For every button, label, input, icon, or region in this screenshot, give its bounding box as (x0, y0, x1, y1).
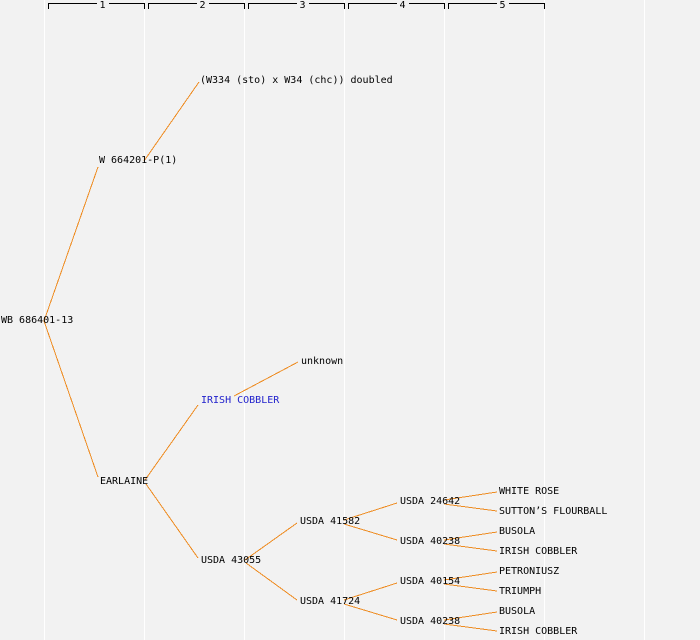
edge-usda-41582-to-usda-24642 (343, 502, 398, 521)
node-label-busola-b[interactable]: BUSOLA (499, 606, 536, 617)
edge-usda-40238-b-to-busola-b (443, 611, 498, 621)
ruler-bracket-2: 2 (148, 0, 245, 12)
column-gridline-2 (144, 0, 145, 640)
ruler-bracket-3: 3 (248, 0, 345, 12)
edge-usda-43055-to-usda-41724 (245, 562, 298, 601)
node-label-usda-41724[interactable]: USDA 41724 (300, 596, 361, 607)
edge-earlaine-to-usda-43055 (145, 483, 199, 559)
edge-usda-40238-a-to-irish-cobbler-2 (443, 543, 498, 552)
edge-usda-41724-to-usda-40238-b (343, 603, 398, 621)
column-gridline-3 (244, 0, 245, 640)
node-label-suttons-flourball[interactable]: SUTTON’S FLOURBALL (499, 506, 608, 517)
ruler-generation-label-4: 4 (396, 0, 409, 12)
node-label-usda-40238-a[interactable]: USDA 40238 (400, 536, 461, 547)
edge-earlaine-to-irish-cobbler (144, 404, 199, 481)
edge-usda-40238-b-to-irish-cobbler-3 (443, 623, 498, 632)
edge-usda-40154-to-triumph (443, 583, 498, 592)
column-gridline-7 (644, 0, 645, 640)
node-label-usda-24642[interactable]: USDA 24642 (400, 496, 461, 507)
edge-usda-24642-to-white-rose (443, 491, 498, 501)
ruler-bracket-1: 1 (48, 0, 145, 12)
node-label-irish-cobbler-2[interactable]: IRISH COBBLER (499, 546, 578, 557)
ruler-generation-label-2: 2 (196, 0, 209, 12)
edge-usda-41582-to-usda-40238-a (343, 523, 398, 541)
ruler-generation-label-5: 5 (496, 0, 509, 12)
node-label-w-664201-p1[interactable]: W 664201-P(1) (99, 155, 178, 166)
edge-wb-686401-13-to-w-664201-p1 (43, 166, 99, 322)
node-label-usda-43055[interactable]: USDA 43055 (201, 555, 262, 566)
ruler-generation-label-3: 3 (296, 0, 309, 12)
ruler-bracket-5: 5 (448, 0, 545, 12)
edge-irish-cobbler-to-unknown (233, 361, 299, 397)
edge-usda-24642-to-suttons-flourball (443, 503, 498, 512)
edge-usda-43055-to-usda-41582 (244, 522, 298, 561)
column-gridline-6 (544, 0, 545, 640)
node-label-busola-a[interactable]: BUSOLA (499, 526, 536, 537)
node-label-unknown[interactable]: unknown (301, 356, 344, 367)
node-label-usda-40238-b[interactable]: USDA 40238 (400, 616, 461, 627)
column-gridline-4 (344, 0, 345, 640)
node-label-usda-40154[interactable]: USDA 40154 (400, 576, 461, 587)
node-label-irish-cobbler-3[interactable]: IRISH COBBLER (499, 626, 578, 637)
node-label-w334-x-w34-doubled[interactable]: (W334 (sto) x W34 (chc)) doubled (200, 75, 393, 86)
node-label-earlaine[interactable]: EARLAINE (100, 476, 149, 487)
node-label-wb-686401-13[interactable]: WB 686401-13 (1, 315, 74, 326)
ruler-generation-label-1: 1 (96, 0, 109, 12)
ruler-bracket-4: 4 (348, 0, 445, 12)
edge-wb-686401-13-to-earlaine (43, 320, 99, 478)
edge-usda-40154-to-petroniusz (443, 571, 498, 581)
node-label-usda-41582[interactable]: USDA 41582 (300, 516, 361, 527)
node-label-irish-cobbler[interactable]: IRISH COBBLER (201, 395, 280, 406)
node-label-triumph[interactable]: TRIUMPH (499, 586, 542, 597)
node-label-white-rose[interactable]: WHITE ROSE (499, 486, 560, 497)
edge-usda-40238-a-to-busola-a (443, 531, 498, 541)
edge-w-664201-p1-to-w334-x-w34-doubled (143, 81, 200, 162)
column-gridline-5 (444, 0, 445, 640)
node-label-petroniusz[interactable]: PETRONIUSZ (499, 566, 560, 577)
edge-usda-41724-to-usda-40154 (343, 582, 398, 601)
